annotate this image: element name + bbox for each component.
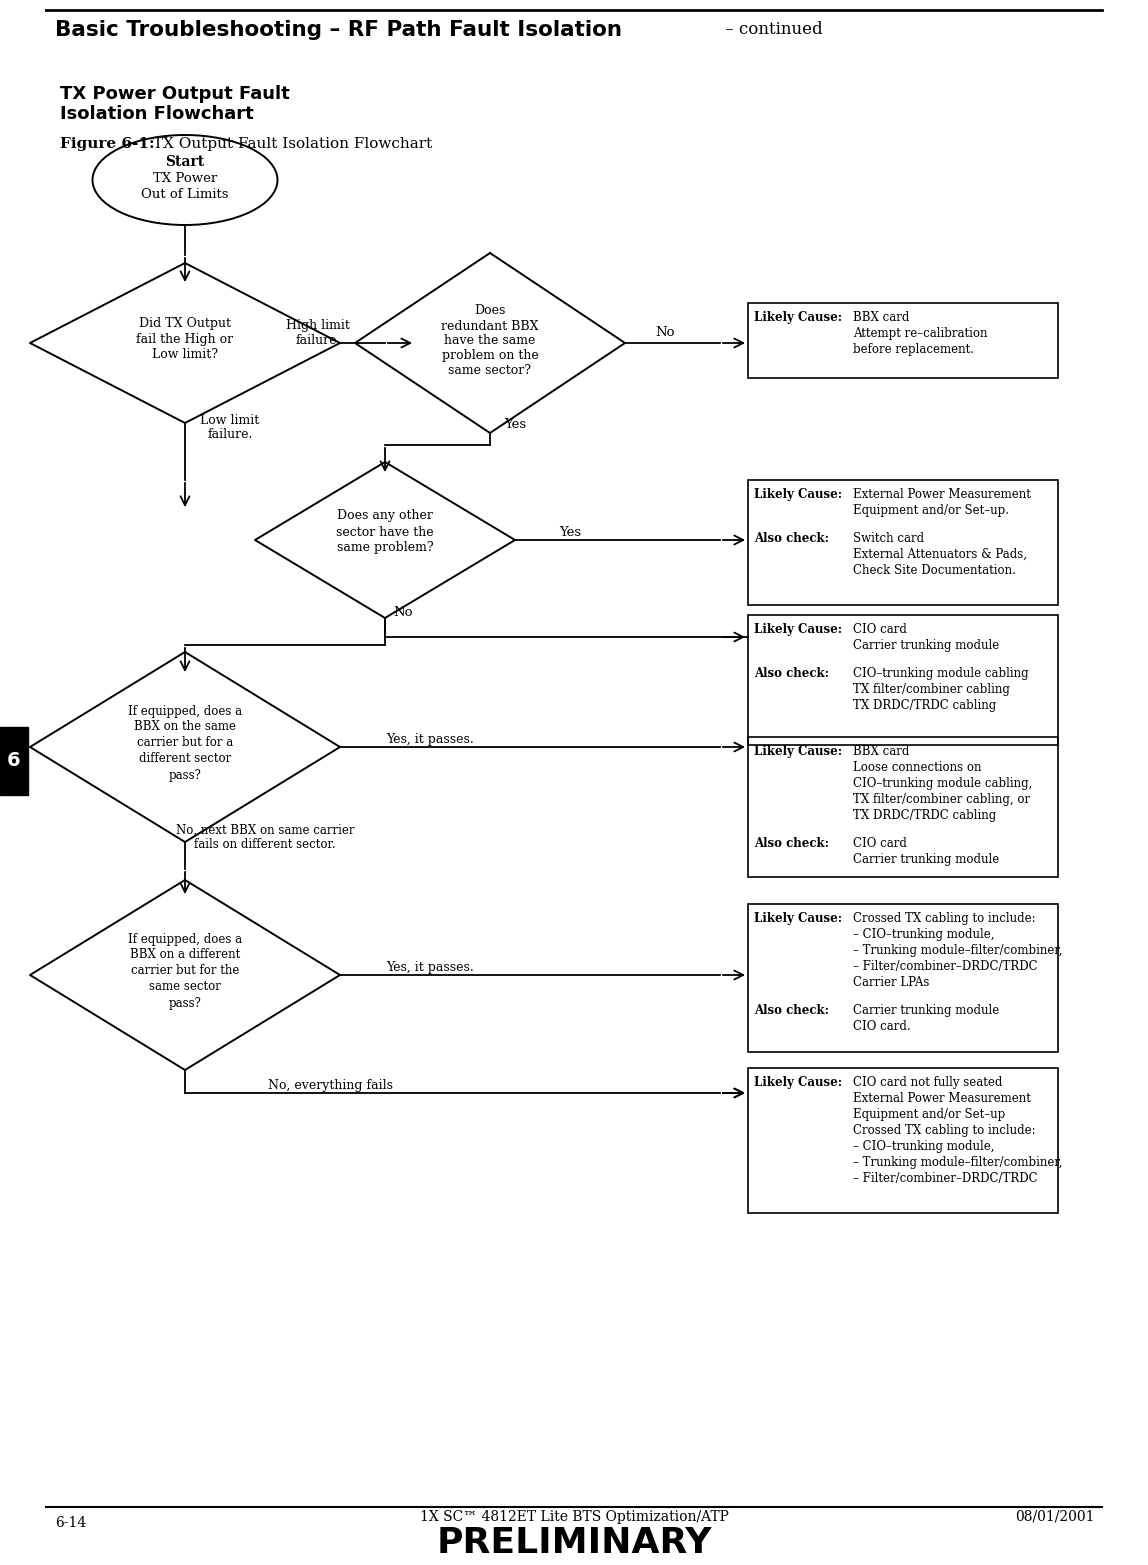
Text: – continued: – continued <box>720 22 823 39</box>
Text: No, next BBX on same carrier: No, next BBX on same carrier <box>176 823 355 837</box>
Text: carrier but for the: carrier but for the <box>131 964 239 978</box>
Text: pass?: pass? <box>169 997 201 1009</box>
Text: same problem?: same problem? <box>336 541 433 554</box>
Text: If equipped, does a: If equipped, does a <box>127 933 242 945</box>
Text: fails on different sector.: fails on different sector. <box>194 839 336 851</box>
Text: Carrier trunking module: Carrier trunking module <box>853 639 999 653</box>
Text: Crossed TX cabling to include:: Crossed TX cabling to include: <box>853 912 1035 925</box>
Text: problem on the: problem on the <box>442 349 538 363</box>
Text: Start: Start <box>165 155 204 169</box>
Text: Low limit?: Low limit? <box>152 349 218 362</box>
Text: 1X SC™ 4812ET Lite BTS Optimization/ATP: 1X SC™ 4812ET Lite BTS Optimization/ATP <box>419 1510 729 1524</box>
Text: Likely Cause:: Likely Cause: <box>754 623 843 635</box>
Text: TX filter/combiner cabling: TX filter/combiner cabling <box>853 682 1010 696</box>
Text: redundant BBX: redundant BBX <box>441 319 538 332</box>
Text: – Trunking module–filter/combiner,: – Trunking module–filter/combiner, <box>853 1157 1063 1169</box>
Bar <box>748 480 1058 606</box>
Text: – Filter/combiner–DRDC/TRDC: – Filter/combiner–DRDC/TRDC <box>853 1172 1038 1185</box>
Text: fail the High or: fail the High or <box>137 332 233 346</box>
Bar <box>748 304 1058 379</box>
Text: TX Power Output Fault: TX Power Output Fault <box>60 85 289 103</box>
Text: – Filter/combiner–DRDC/TRDC: – Filter/combiner–DRDC/TRDC <box>853 959 1038 973</box>
Text: Also check:: Also check: <box>754 1005 829 1017</box>
Text: Also check:: Also check: <box>754 667 829 681</box>
Text: carrier but for a: carrier but for a <box>137 737 233 750</box>
Text: Equipment and/or Set–up.: Equipment and/or Set–up. <box>853 504 1009 516</box>
Text: sector have the: sector have the <box>336 526 434 538</box>
Text: Does any other: Does any other <box>338 510 433 523</box>
Text: 6-14: 6-14 <box>55 1516 86 1531</box>
Text: Check Site Documentation.: Check Site Documentation. <box>853 563 1016 577</box>
Text: Yes, it passes.: Yes, it passes. <box>386 961 474 973</box>
Text: Equipment and/or Set–up: Equipment and/or Set–up <box>853 1108 1006 1121</box>
Text: Crossed TX cabling to include:: Crossed TX cabling to include: <box>853 1124 1035 1138</box>
Text: – CIO–trunking module,: – CIO–trunking module, <box>853 928 994 941</box>
Text: Carrier trunking module: Carrier trunking module <box>853 1005 999 1017</box>
Text: failure.: failure. <box>208 429 253 441</box>
Text: CIO–trunking module cabling: CIO–trunking module cabling <box>853 667 1029 681</box>
Text: – Trunking module–filter/combiner,: – Trunking module–filter/combiner, <box>853 944 1063 958</box>
Text: CIO card.: CIO card. <box>853 1020 910 1033</box>
Text: – CIO–trunking module,: – CIO–trunking module, <box>853 1139 994 1153</box>
Text: Likely Cause:: Likely Cause: <box>754 488 843 501</box>
Text: PRELIMINARY: PRELIMINARY <box>436 1526 712 1560</box>
Text: Likely Cause:: Likely Cause: <box>754 745 843 757</box>
Text: Carrier trunking module: Carrier trunking module <box>853 853 999 865</box>
Text: No: No <box>656 327 675 340</box>
Text: 6: 6 <box>7 751 21 770</box>
Text: CIO card not fully seated: CIO card not fully seated <box>853 1077 1002 1089</box>
Text: Likely Cause:: Likely Cause: <box>754 1077 843 1089</box>
Text: BBX on a different: BBX on a different <box>130 948 240 961</box>
Text: Figure 6-1:: Figure 6-1: <box>60 138 155 150</box>
Bar <box>748 905 1058 1052</box>
Text: BBX on the same: BBX on the same <box>134 720 236 734</box>
Text: Loose connections on: Loose connections on <box>853 761 982 775</box>
Text: Also check:: Also check: <box>754 532 829 545</box>
Text: same sector?: same sector? <box>449 365 532 377</box>
Text: Switch card: Switch card <box>853 532 924 545</box>
Text: Yes: Yes <box>559 526 581 538</box>
Text: TX Power: TX Power <box>153 172 217 185</box>
Text: TX Output Fault Isolation Flowchart: TX Output Fault Isolation Flowchart <box>148 138 433 150</box>
Text: Also check:: Also check: <box>754 837 829 850</box>
Text: Out of Limits: Out of Limits <box>141 188 228 202</box>
Text: External Attenuators & Pads,: External Attenuators & Pads, <box>853 548 1027 560</box>
Text: Basic Troubleshooting – RF Path Fault Isolation: Basic Troubleshooting – RF Path Fault Is… <box>55 20 622 41</box>
Bar <box>748 615 1058 745</box>
Text: failure.: failure. <box>295 335 341 347</box>
Bar <box>748 737 1058 876</box>
Bar <box>0 728 28 795</box>
Text: CIO card: CIO card <box>853 837 907 850</box>
Text: Low limit: Low limit <box>201 413 259 427</box>
Text: Isolation Flowchart: Isolation Flowchart <box>60 105 254 124</box>
Text: pass?: pass? <box>169 768 201 781</box>
Text: BBX card: BBX card <box>853 745 909 757</box>
Text: CIO card: CIO card <box>853 623 907 635</box>
Text: TX DRDC/TRDC cabling: TX DRDC/TRDC cabling <box>853 809 996 822</box>
Text: High limit: High limit <box>286 319 350 332</box>
Text: Yes, it passes.: Yes, it passes. <box>386 732 474 745</box>
Text: have the same: have the same <box>444 335 536 347</box>
Text: Did TX Output: Did TX Output <box>139 316 231 330</box>
Text: 08/01/2001: 08/01/2001 <box>1016 1510 1095 1524</box>
Text: before replacement.: before replacement. <box>853 343 974 355</box>
Text: Carrier LPAs: Carrier LPAs <box>853 977 930 989</box>
Text: Likely Cause:: Likely Cause: <box>754 912 843 925</box>
Bar <box>748 1067 1058 1213</box>
Text: TX DRDC/TRDC cabling: TX DRDC/TRDC cabling <box>853 700 996 712</box>
Text: different sector: different sector <box>139 753 231 765</box>
Text: External Power Measurement: External Power Measurement <box>853 488 1031 501</box>
Text: same sector: same sector <box>149 981 220 994</box>
Text: If equipped, does a: If equipped, does a <box>127 704 242 717</box>
Text: Yes: Yes <box>504 418 526 432</box>
Text: No: No <box>394 606 413 618</box>
Text: Likely Cause:: Likely Cause: <box>754 311 843 324</box>
Text: CIO–trunking module cabling,: CIO–trunking module cabling, <box>853 776 1032 790</box>
Text: No, everything fails: No, everything fails <box>267 1078 393 1091</box>
Text: Attempt re–calibration: Attempt re–calibration <box>853 327 987 340</box>
Text: TX filter/combiner cabling, or: TX filter/combiner cabling, or <box>853 793 1030 806</box>
Text: Does: Does <box>474 305 505 318</box>
Text: BBX card: BBX card <box>853 311 909 324</box>
Text: External Power Measurement: External Power Measurement <box>853 1092 1031 1105</box>
